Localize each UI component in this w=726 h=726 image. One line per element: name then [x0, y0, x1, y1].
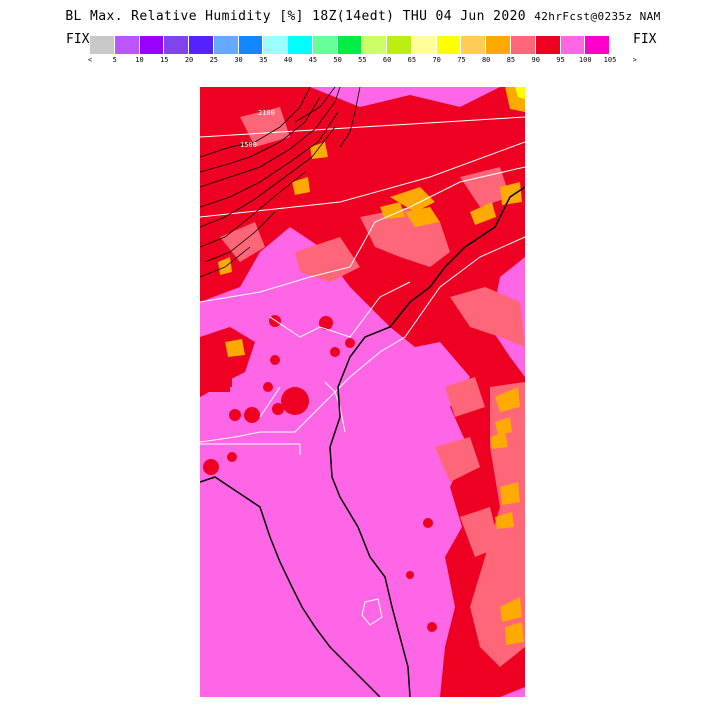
terrain-contours: [200, 87, 361, 278]
legend-swatch: [560, 36, 586, 54]
legend-tick: 20: [184, 56, 194, 64]
legend-swatch: [90, 36, 115, 54]
legend-tick: 50: [333, 56, 342, 64]
legend-swatch: [387, 36, 412, 54]
legend-tick: 85: [506, 56, 516, 64]
legend-tick: 55: [358, 56, 367, 64]
title-forecast: 42hrFcst@0235z NAM: [534, 10, 661, 23]
humidity-fill-80: [218, 87, 525, 645]
coastline: [200, 186, 525, 697]
legend-swatch: [535, 36, 561, 54]
color-legend-bar: [90, 36, 611, 54]
legend-tick: 75: [457, 56, 466, 64]
legend-swatch: [585, 36, 611, 54]
legend-swatch: [461, 36, 487, 54]
legend-tick: 95: [556, 56, 565, 64]
legend-swatch: [164, 36, 190, 54]
legend-tick: 105: [603, 56, 617, 64]
legend-tick: 35: [259, 56, 268, 64]
legend-tick: 25: [209, 56, 219, 64]
legend-tick: >: [632, 56, 637, 64]
map-canvas: 2100 1500: [200, 87, 525, 697]
map-title: BL Max. Relative Humidity [%] 18Z(14edt)…: [0, 9, 726, 24]
color-legend-ticks: <5 10 15 20 25 30 35 40 45 50 55 60 65 70 75 80 85 90 95 10…: [87, 56, 637, 66]
legend-tick: 60: [382, 56, 392, 64]
legend-tick: 10: [135, 56, 144, 64]
legend-tick: 40: [283, 56, 293, 64]
legend-swatch: [263, 36, 289, 54]
contour-label-2100: 2100: [258, 109, 275, 117]
legend-swatch: [511, 36, 536, 54]
title-main: BL Max. Relative Humidity [%] 18Z(14edt)…: [65, 9, 527, 24]
legend-swatch: [238, 36, 264, 54]
fix-left-label: FIX: [66, 32, 90, 47]
legend-swatch: [486, 36, 512, 54]
contour-labels: 2100 1500: [240, 109, 275, 149]
legend-swatch: [337, 36, 363, 54]
fix-right-label: FIX: [633, 32, 657, 47]
map-boundaries: [200, 116, 525, 455]
legend-swatch: [362, 36, 388, 54]
inland-lake: [361, 598, 383, 626]
legend-tick: 100: [578, 56, 592, 64]
legend-tick: 45: [308, 56, 318, 64]
legend-swatch: [312, 36, 338, 54]
legend-tick: <: [87, 56, 93, 64]
legend-tick: 15: [160, 56, 169, 64]
legend-tick: 65: [407, 56, 417, 64]
legend-swatch: [139, 36, 165, 54]
contour-label-1500: 1500: [240, 141, 257, 149]
legend-swatch: [436, 36, 462, 54]
legend-swatch: [114, 36, 140, 54]
legend-tick: 30: [234, 56, 243, 64]
humidity-fill-70: [515, 87, 525, 99]
legend-tick: 5: [112, 56, 117, 64]
legend-swatch: [213, 36, 239, 54]
legend-swatch: [411, 36, 437, 54]
legend-tick: 70: [432, 56, 441, 64]
legend-tick: 90: [531, 56, 540, 64]
legend-tick: 80: [481, 56, 491, 64]
legend-swatch: [288, 36, 313, 54]
humidity-map: 2100 1500: [200, 87, 525, 697]
legend-swatch: [189, 36, 214, 54]
